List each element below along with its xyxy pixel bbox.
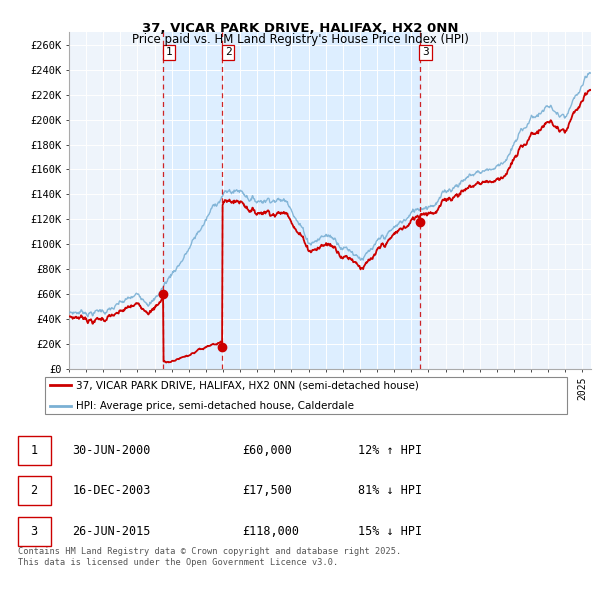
FancyBboxPatch shape [18,435,50,464]
FancyBboxPatch shape [18,517,50,546]
FancyBboxPatch shape [44,378,568,414]
Text: 3: 3 [422,47,429,57]
Bar [163,32,222,369]
FancyBboxPatch shape [18,476,50,505]
Bar [222,32,419,369]
Text: 37, VICAR PARK DRIVE, HALIFAX, HX2 0NN (semi-detached house): 37, VICAR PARK DRIVE, HALIFAX, HX2 0NN (… [76,381,419,391]
Text: £118,000: £118,000 [242,525,299,537]
Text: £17,500: £17,500 [242,484,292,497]
Text: HPI: Average price, semi-detached house, Calderdale: HPI: Average price, semi-detached house,… [76,401,355,411]
Text: 15% ↓ HPI: 15% ↓ HPI [358,525,422,537]
Text: 3: 3 [31,525,38,537]
Text: 12% ↑ HPI: 12% ↑ HPI [358,444,422,457]
Text: 16-DEC-2003: 16-DEC-2003 [73,484,151,497]
Text: 1: 1 [31,444,38,457]
Text: Contains HM Land Registry data © Crown copyright and database right 2025.
This d: Contains HM Land Registry data © Crown c… [18,547,401,566]
Text: 30-JUN-2000: 30-JUN-2000 [73,444,151,457]
Text: Price paid vs. HM Land Registry's House Price Index (HPI): Price paid vs. HM Land Registry's House … [131,33,469,46]
Text: 81% ↓ HPI: 81% ↓ HPI [358,484,422,497]
Text: £60,000: £60,000 [242,444,292,457]
Text: 2: 2 [225,47,232,57]
Text: 1: 1 [166,47,172,57]
Text: 26-JUN-2015: 26-JUN-2015 [73,525,151,537]
Text: 37, VICAR PARK DRIVE, HALIFAX, HX2 0NN: 37, VICAR PARK DRIVE, HALIFAX, HX2 0NN [142,22,458,35]
Text: 2: 2 [31,484,38,497]
